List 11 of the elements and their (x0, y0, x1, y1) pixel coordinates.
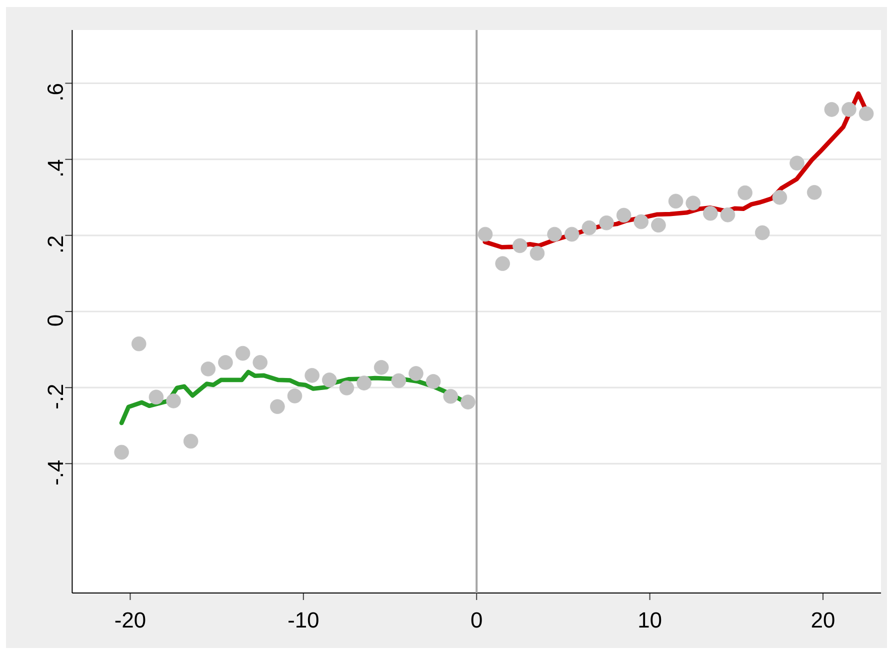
y-tick-label: -.2 (48, 384, 63, 408)
y-tick-label: -.4 (48, 460, 63, 484)
x-tick-label: 10 (639, 612, 662, 628)
y-tick-label: .4 (48, 160, 63, 176)
y-tick-label: .2 (48, 236, 63, 252)
x-tick-label: 0 (471, 612, 482, 628)
y-tick-label: 0 (47, 315, 64, 326)
x-tick-label: -10 (288, 612, 318, 628)
x-tick-label: 20 (812, 612, 834, 628)
x-tick-label: -20 (115, 612, 146, 628)
y-tick-label: .6 (47, 84, 64, 100)
